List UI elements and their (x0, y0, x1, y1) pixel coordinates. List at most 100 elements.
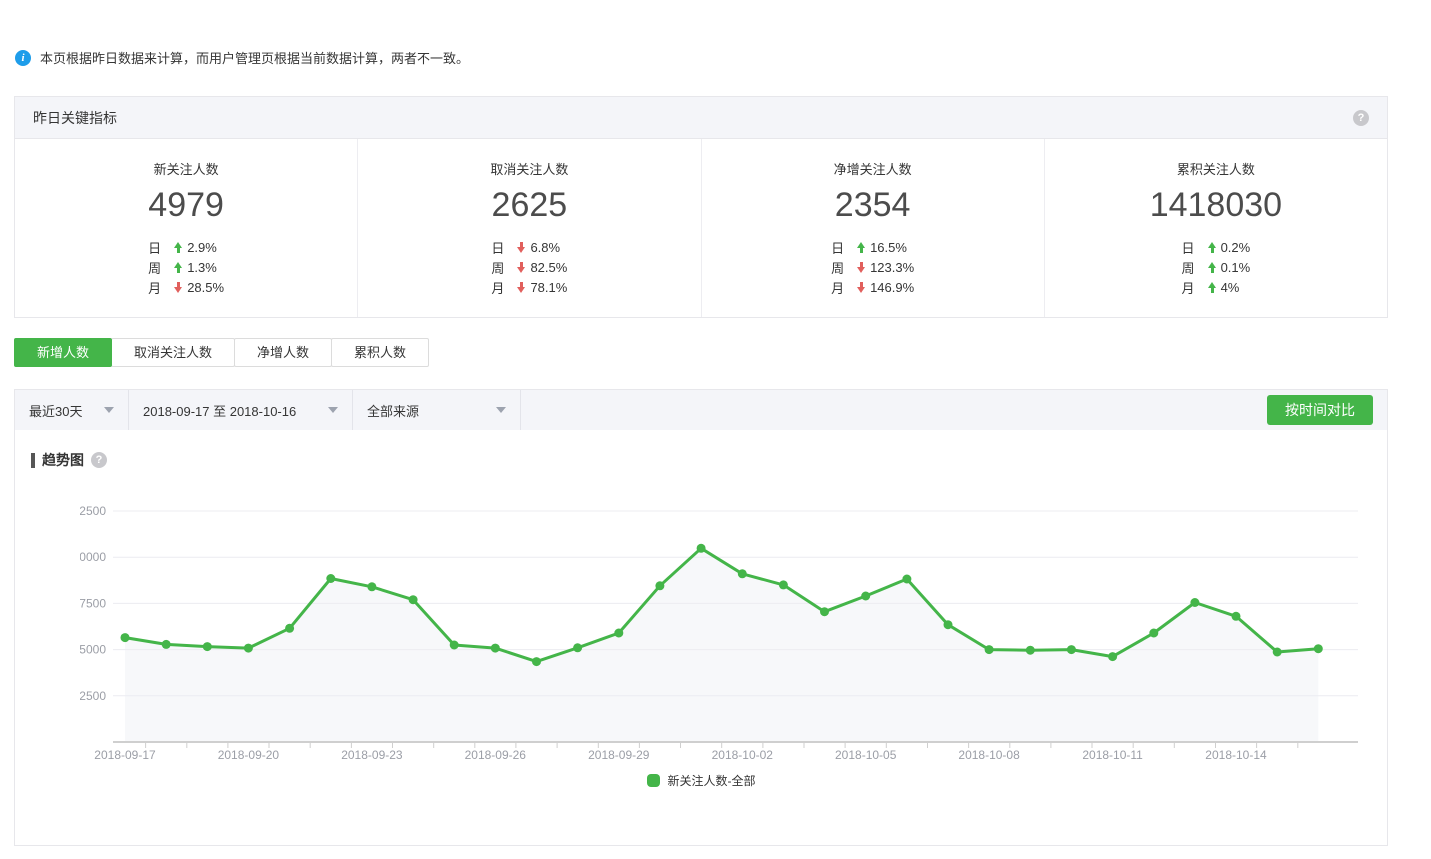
chevron-down-icon (328, 407, 338, 413)
data-point[interactable] (1108, 652, 1118, 662)
tab-total-followers[interactable]: 累积人数 (331, 338, 430, 367)
trend-arrow-icon (174, 241, 183, 253)
trend-arrow-icon (1207, 261, 1217, 273)
trend-row-month: 月 146.9% (831, 279, 915, 296)
metric-trends: 日 2.9% 周 1.3% 月 28.5% (148, 237, 224, 297)
trend-title-row: 趋势图 ? (31, 450, 107, 470)
title-marker (31, 452, 35, 468)
y-axis-label: 10000 (80, 550, 106, 564)
legend-label: 新关注人数-全部 (667, 774, 756, 788)
data-point[interactable] (1313, 644, 1323, 654)
trend-arrow-icon (174, 281, 183, 293)
metric-trends: 日 16.5% 周 123.3% 月 146.9% (831, 237, 914, 297)
data-point[interactable] (737, 569, 747, 579)
trend-chart[interactable]: 2500 5000 7500 10000 12500 2018-09-17 2018-09-… (80, 495, 1360, 765)
info-banner: i 本页根据昨日数据来计算，而用户管理页根据当前数据计算，两者不一致。 (15, 48, 469, 67)
help-icon[interactable]: ? (91, 452, 107, 468)
x-axis-label: 2018-09-29 (588, 748, 650, 762)
trend-row-week: 周 123.3% (831, 259, 915, 276)
help-icon[interactable]: ? (1353, 109, 1369, 126)
trend-arrow-icon (517, 281, 526, 293)
data-point[interactable] (161, 639, 171, 649)
range-dropdown[interactable]: 最近30天 (15, 390, 129, 430)
date-range-dropdown[interactable]: 2018-09-17 至 2018-10-16 (129, 390, 353, 430)
data-point[interactable] (573, 643, 583, 653)
data-point[interactable] (655, 581, 665, 591)
x-axis-label: 2018-09-17 (94, 748, 156, 762)
data-point[interactable] (490, 643, 500, 653)
key-metrics-panel: 昨日关键指标 ? 新关注人数 4979 日 2.9% 周 1.3% 月 (14, 96, 1388, 318)
data-point[interactable] (367, 582, 377, 592)
tab-new-followers[interactable]: 新增人数 (14, 338, 113, 367)
info-icon: i (15, 49, 31, 66)
trend-row-month: 月 28.5% (148, 279, 225, 296)
metric-value: 2625 (491, 186, 568, 224)
data-point[interactable] (120, 633, 130, 643)
chevron-down-icon (104, 407, 114, 413)
metric-label: 新关注人数 (153, 162, 219, 177)
metric-tabs: 新增人数 取消关注人数 净增人数 累积人数 (14, 338, 430, 367)
data-point[interactable] (202, 642, 212, 652)
trend-arrow-icon (174, 261, 183, 273)
trend-line (123, 546, 1320, 664)
x-axis-label: 2018-09-23 (341, 748, 403, 762)
date-range-value: 2018-09-17 至 2018-10-16 (143, 403, 297, 419)
trend-arrow-icon (857, 261, 866, 273)
metric-value: 4979 (148, 186, 224, 224)
y-axis-label: 5000 (80, 643, 106, 657)
x-axis-label: 2018-10-02 (712, 748, 774, 762)
data-point[interactable] (1231, 611, 1241, 621)
metric-card-unfollowers: 取消关注人数 2625 日 6.8% 周 82.5% 月 78.1% (357, 139, 700, 317)
trend-arrow-icon (517, 241, 526, 253)
data-point[interactable] (861, 591, 871, 601)
metric-trends: 日 6.8% 周 82.5% 月 78.1% (491, 237, 567, 297)
x-axis-label: 2018-10-11 (1082, 748, 1143, 762)
chart-legend[interactable]: 新关注人数-全部 (15, 772, 1387, 789)
data-point[interactable] (696, 543, 706, 553)
metric-value: 1418030 (1149, 186, 1283, 224)
range-dropdown-value: 最近30天 (29, 403, 83, 419)
metric-card-net-growth: 净增关注人数 2354 日 16.5% 周 123.3% 月 146.9% (700, 139, 1044, 317)
tab-unfollowers[interactable]: 取消关注人数 (111, 338, 236, 367)
data-point[interactable] (1190, 598, 1200, 607)
data-point[interactable] (1025, 645, 1035, 655)
data-point[interactable] (614, 628, 624, 638)
metric-card-total-followers: 累积关注人数 1418030 日 0.2% 周 0.1% 月 4% (1043, 139, 1387, 317)
data-point[interactable] (449, 640, 459, 650)
trend-row-day: 日 0.2% (1181, 239, 1251, 256)
key-metrics-header: 昨日关键指标 ? (15, 97, 1387, 139)
data-point[interactable] (902, 574, 912, 584)
y-axis-label: 7500 (80, 596, 106, 610)
trend-title: 趋势图 (42, 452, 84, 468)
data-point[interactable] (778, 580, 788, 590)
data-point[interactable] (984, 645, 994, 655)
legend-swatch-icon (646, 774, 660, 787)
chevron-down-icon (496, 407, 506, 413)
metrics-body: 新关注人数 4979 日 2.9% 周 1.3% 月 28.5% (15, 139, 1387, 317)
compare-by-time-button[interactable]: 按时间对比 (1267, 395, 1373, 425)
x-axis-label: 2018-09-26 (465, 748, 527, 762)
x-axis-label: 2018-10-05 (835, 748, 897, 762)
data-point[interactable] (820, 607, 829, 617)
trend-row-week: 周 0.1% (1181, 259, 1251, 276)
filter-bar: 最近30天 2018-09-17 至 2018-10-16 全部来源 按时间对比 (15, 390, 1387, 430)
data-point[interactable] (532, 657, 541, 667)
data-point[interactable] (326, 574, 336, 583)
data-point[interactable] (285, 623, 295, 633)
area-fill (125, 548, 1319, 742)
x-axis-label: 2018-10-08 (958, 748, 1020, 762)
tab-net-growth[interactable]: 净增人数 (234, 338, 333, 367)
trend-arrow-icon (1207, 241, 1217, 253)
data-point[interactable] (1272, 647, 1282, 657)
data-point[interactable] (943, 620, 953, 630)
data-point[interactable] (1066, 645, 1076, 655)
trend-arrow-icon (857, 281, 866, 293)
data-point[interactable] (1149, 628, 1159, 638)
trend-arrow-icon (517, 261, 526, 273)
data-point[interactable] (408, 595, 418, 605)
source-dropdown[interactable]: 全部来源 (353, 390, 521, 430)
metric-value: 2354 (834, 186, 911, 224)
metric-label: 净增关注人数 (833, 162, 912, 177)
info-banner-text: 本页根据昨日数据来计算，而用户管理页根据当前数据计算，两者不一致。 (40, 51, 470, 66)
data-point[interactable] (243, 643, 253, 653)
